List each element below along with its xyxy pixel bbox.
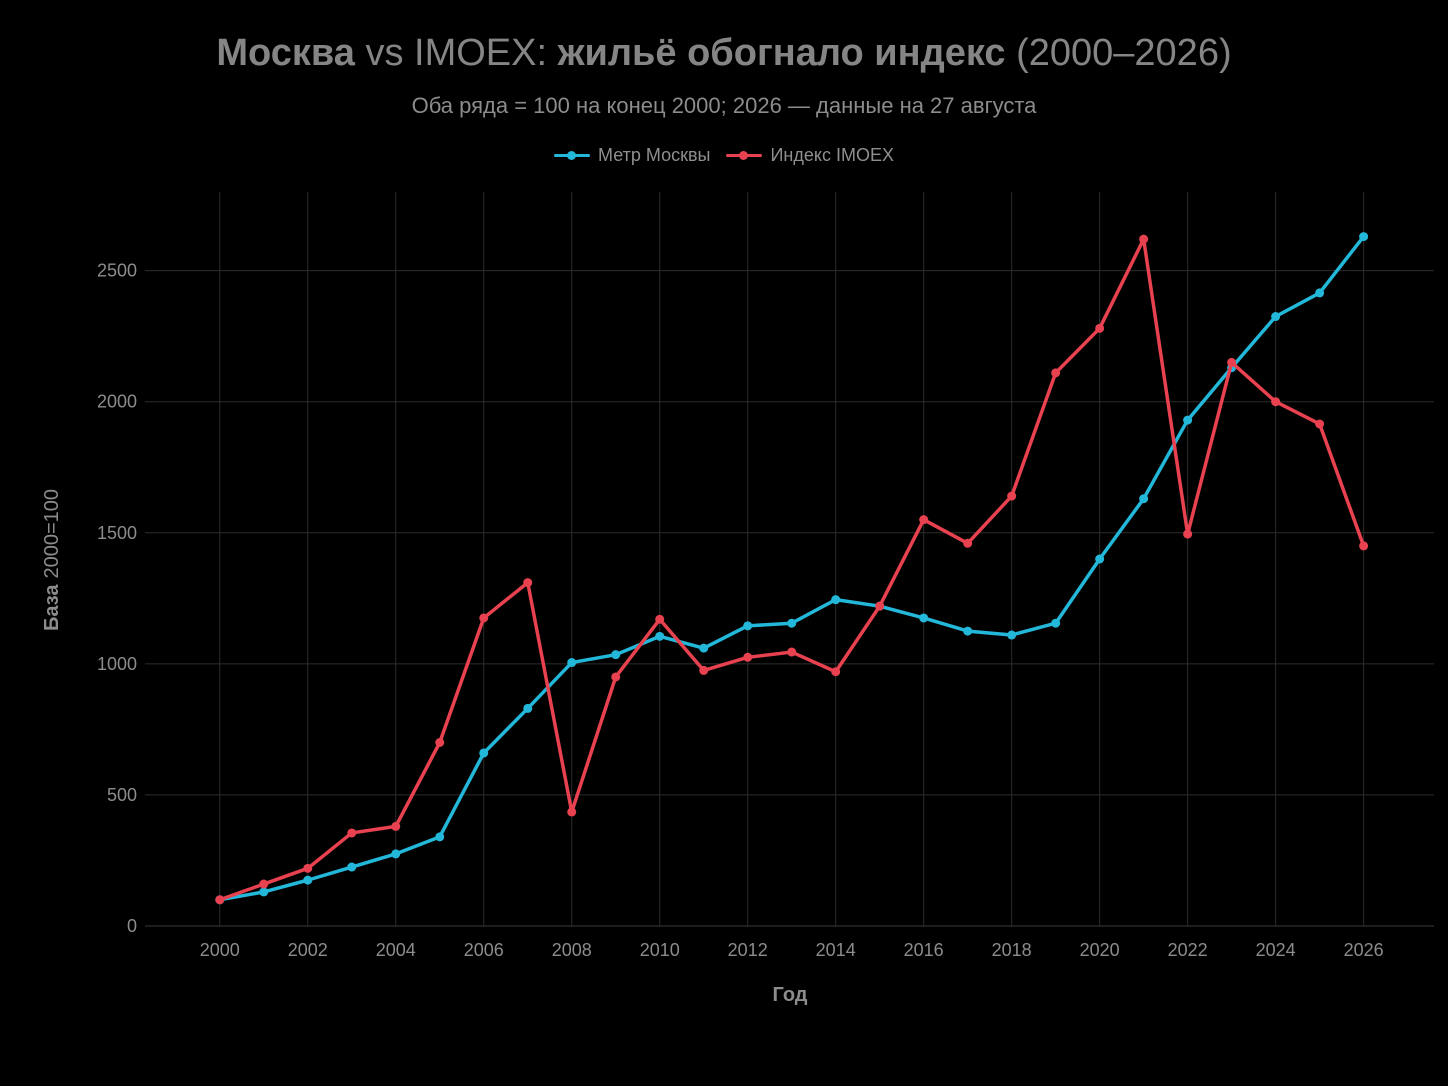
- legend-swatch-imoex: [726, 151, 763, 160]
- data-point-imoex[interactable]: [1227, 357, 1237, 367]
- x-tick-label: 2012: [728, 940, 768, 960]
- data-point-imoex[interactable]: [831, 667, 841, 677]
- y-axis-title: База 2000=100: [41, 489, 63, 631]
- data-point-imoex[interactable]: [919, 515, 929, 525]
- data-point-moscow[interactable]: [347, 862, 357, 872]
- data-point-moscow[interactable]: [1095, 554, 1105, 564]
- x-tick-label: 2018: [992, 940, 1032, 960]
- y-tick-label: 0: [127, 916, 137, 936]
- y-tick-label: 500: [107, 785, 137, 805]
- data-point-imoex[interactable]: [1007, 491, 1017, 501]
- data-point-imoex[interactable]: [1183, 529, 1193, 539]
- x-tick-label: 2020: [1080, 940, 1120, 960]
- y-axis-title-rest: 2000=100: [41, 489, 63, 579]
- x-tick-label: 2008: [552, 940, 592, 960]
- data-point-moscow[interactable]: [1051, 618, 1061, 628]
- data-point-moscow[interactable]: [1183, 415, 1193, 425]
- data-point-imoex[interactable]: [567, 807, 577, 817]
- y-tick-label: 2500: [97, 261, 137, 281]
- series-layer: [215, 232, 1369, 905]
- y-tick-label: 1500: [97, 523, 137, 543]
- data-point-moscow[interactable]: [391, 849, 401, 859]
- data-point-imoex[interactable]: [1095, 323, 1105, 333]
- x-tick-label: 2002: [288, 940, 328, 960]
- y-axis-ticks: 0 500 1000 1500 2000 2500: [97, 261, 137, 936]
- data-point-moscow[interactable]: [1359, 232, 1369, 242]
- series-line-moscow: [218, 234, 1366, 902]
- data-point-imoex[interactable]: [1359, 541, 1369, 551]
- data-point-imoex[interactable]: [391, 821, 401, 831]
- y-axis-title-bold: База: [41, 584, 63, 631]
- data-point-moscow[interactable]: [655, 631, 665, 641]
- data-point-moscow[interactable]: [479, 748, 489, 758]
- data-point-moscow[interactable]: [831, 595, 841, 605]
- data-point-moscow[interactable]: [567, 658, 577, 668]
- legend-swatch-moscow: [554, 151, 591, 160]
- data-point-moscow[interactable]: [787, 618, 797, 628]
- data-point-imoex[interactable]: [1315, 419, 1325, 429]
- data-point-imoex[interactable]: [435, 738, 445, 747]
- series-line-imoex: [218, 237, 1366, 902]
- data-point-imoex[interactable]: [347, 828, 357, 838]
- x-tick-label: 2014: [816, 940, 856, 960]
- x-tick-label: 2016: [904, 940, 944, 960]
- data-point-imoex[interactable]: [875, 601, 885, 611]
- x-tick-label: 2024: [1256, 940, 1296, 960]
- x-tick-label: 2000: [200, 940, 240, 960]
- data-point-moscow[interactable]: [259, 887, 269, 897]
- legend-label-imoex: Индекс IMOEX: [770, 145, 894, 165]
- data-point-moscow[interactable]: [963, 626, 973, 636]
- data-point-moscow[interactable]: [919, 613, 929, 623]
- data-point-moscow[interactable]: [1315, 288, 1325, 298]
- y-tick-label: 1000: [97, 654, 137, 674]
- data-point-moscow[interactable]: [611, 650, 621, 660]
- data-point-imoex[interactable]: [1271, 397, 1281, 407]
- x-axis-ticks: 2000 2002 2004 2006 2008 2010 2012 2014 2016 2018…: [200, 940, 1384, 960]
- data-point-moscow[interactable]: [1271, 312, 1281, 322]
- data-point-moscow[interactable]: [303, 875, 313, 885]
- x-tick-label: 2010: [640, 940, 680, 960]
- legend: Метр Москвы Индекс IMOEX: [0, 145, 1448, 166]
- data-point-imoex[interactable]: [215, 895, 225, 905]
- data-point-imoex[interactable]: [259, 879, 269, 889]
- data-point-imoex[interactable]: [1051, 368, 1061, 378]
- data-point-moscow[interactable]: [435, 832, 445, 842]
- x-tick-label: 2004: [376, 940, 416, 960]
- data-point-moscow[interactable]: [699, 643, 709, 653]
- legend-item-imoex[interactable]: Индекс IMOEX: [726, 145, 894, 166]
- data-point-imoex[interactable]: [743, 652, 753, 662]
- legend-item-moscow[interactable]: Метр Москвы: [554, 145, 710, 166]
- data-point-imoex[interactable]: [787, 647, 797, 657]
- data-point-moscow[interactable]: [743, 621, 753, 631]
- legend-label-moscow: Метр Москвы: [598, 145, 711, 165]
- chart-subtitle: Оба ряда = 100 на конец 2000; 2026 — дан…: [411, 93, 1037, 118]
- y-tick-label: 2000: [97, 392, 137, 412]
- chart-title: Москва vs IMOEX: жильё обогнало индекс (…: [216, 32, 1232, 74]
- data-point-imoex[interactable]: [699, 665, 709, 675]
- x-axis-title: Год: [773, 984, 808, 1006]
- data-point-moscow[interactable]: [523, 703, 533, 713]
- data-point-imoex[interactable]: [479, 613, 489, 623]
- data-point-imoex[interactable]: [655, 614, 665, 624]
- data-point-imoex[interactable]: [611, 672, 621, 682]
- data-point-imoex[interactable]: [1139, 234, 1149, 244]
- data-point-imoex[interactable]: [303, 863, 313, 873]
- x-tick-label: 2022: [1168, 940, 1208, 960]
- x-tick-label: 2026: [1344, 940, 1384, 960]
- x-tick-label: 2006: [464, 940, 504, 960]
- grid: [145, 192, 1434, 927]
- data-point-moscow[interactable]: [1139, 494, 1149, 504]
- data-point-imoex[interactable]: [963, 538, 973, 548]
- data-point-moscow[interactable]: [1007, 630, 1017, 640]
- data-point-imoex[interactable]: [523, 578, 533, 588]
